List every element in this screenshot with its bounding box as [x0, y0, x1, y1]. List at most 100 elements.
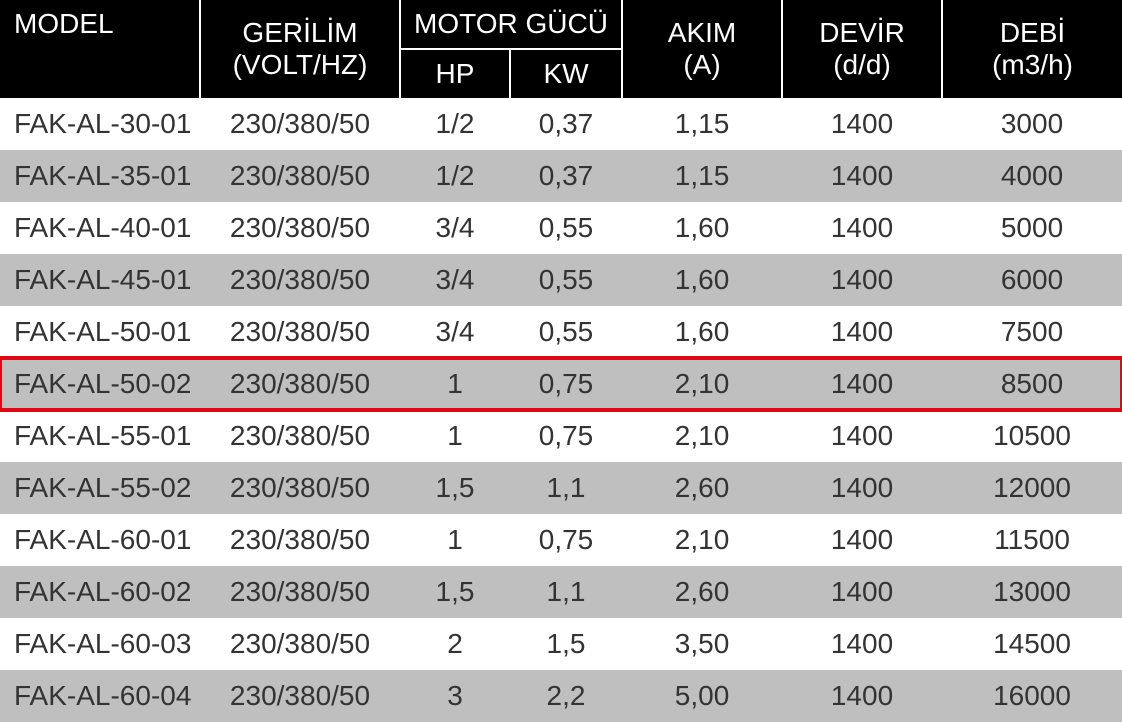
cell-devir: 1400 — [782, 618, 942, 670]
cell-model: FAK-AL-60-04 — [0, 670, 200, 722]
cell-voltage: 230/380/50 — [200, 254, 400, 306]
col-header-akim-top: AKIM — [668, 17, 736, 48]
cell-model: FAK-AL-60-03 — [0, 618, 200, 670]
col-header-hp: HP — [400, 49, 510, 98]
table-row: FAK-AL-35-01230/380/501/20,371,151400400… — [0, 150, 1122, 202]
col-header-devir-sub: (d/d) — [833, 49, 891, 80]
cell-model: FAK-AL-35-01 — [0, 150, 200, 202]
table-body: FAK-AL-30-01230/380/501/20,371,151400300… — [0, 98, 1122, 722]
cell-voltage: 230/380/50 — [200, 98, 400, 150]
cell-kw: 1,5 — [510, 618, 622, 670]
cell-kw: 1,1 — [510, 566, 622, 618]
cell-debi: 16000 — [942, 670, 1122, 722]
cell-hp: 2 — [400, 618, 510, 670]
table-row: FAK-AL-60-04230/380/5032,25,00140016000 — [0, 670, 1122, 722]
cell-model: FAK-AL-45-01 — [0, 254, 200, 306]
cell-akim: 2,10 — [622, 410, 782, 462]
cell-hp: 1 — [400, 358, 510, 410]
spec-table: MODEL GERİLİM (VOLT/HZ) MOTOR GÜCÜ AKIM … — [0, 0, 1122, 722]
cell-hp: 1/2 — [400, 150, 510, 202]
cell-hp: 3/4 — [400, 202, 510, 254]
table-row: FAK-AL-40-01230/380/503/40,551,601400500… — [0, 202, 1122, 254]
cell-devir: 1400 — [782, 98, 942, 150]
cell-kw: 0,75 — [510, 514, 622, 566]
cell-akim: 3,50 — [622, 618, 782, 670]
cell-debi: 3000 — [942, 98, 1122, 150]
cell-model: FAK-AL-60-01 — [0, 514, 200, 566]
table-row: FAK-AL-30-01230/380/501/20,371,151400300… — [0, 98, 1122, 150]
cell-debi: 12000 — [942, 462, 1122, 514]
cell-model: FAK-AL-40-01 — [0, 202, 200, 254]
cell-model: FAK-AL-30-01 — [0, 98, 200, 150]
cell-debi: 5000 — [942, 202, 1122, 254]
cell-debi: 10500 — [942, 410, 1122, 462]
table-row: FAK-AL-50-01230/380/503/40,551,601400750… — [0, 306, 1122, 358]
table-row: FAK-AL-45-01230/380/503/40,551,601400600… — [0, 254, 1122, 306]
cell-akim: 1,60 — [622, 254, 782, 306]
cell-devir: 1400 — [782, 514, 942, 566]
cell-kw: 0,55 — [510, 306, 622, 358]
cell-model: FAK-AL-55-01 — [0, 410, 200, 462]
col-header-voltage: GERİLİM (VOLT/HZ) — [200, 0, 400, 98]
cell-hp: 3/4 — [400, 306, 510, 358]
cell-voltage: 230/380/50 — [200, 202, 400, 254]
table-row: FAK-AL-60-02230/380/501,51,12,6014001300… — [0, 566, 1122, 618]
table-header: MODEL GERİLİM (VOLT/HZ) MOTOR GÜCÜ AKIM … — [0, 0, 1122, 98]
cell-kw: 2,2 — [510, 670, 622, 722]
cell-voltage: 230/380/50 — [200, 150, 400, 202]
cell-hp: 1,5 — [400, 462, 510, 514]
cell-devir: 1400 — [782, 202, 942, 254]
cell-debi: 6000 — [942, 254, 1122, 306]
cell-kw: 0,55 — [510, 254, 622, 306]
table-row: FAK-AL-50-02230/380/5010,752,1014008500 — [0, 358, 1122, 410]
cell-akim: 2,60 — [622, 462, 782, 514]
table-row: FAK-AL-60-03230/380/5021,53,50140014500 — [0, 618, 1122, 670]
cell-devir: 1400 — [782, 410, 942, 462]
cell-debi: 7500 — [942, 306, 1122, 358]
cell-akim: 5,00 — [622, 670, 782, 722]
cell-devir: 1400 — [782, 358, 942, 410]
cell-hp: 3/4 — [400, 254, 510, 306]
cell-kw: 0,37 — [510, 98, 622, 150]
cell-model: FAK-AL-55-02 — [0, 462, 200, 514]
cell-devir: 1400 — [782, 150, 942, 202]
cell-devir: 1400 — [782, 670, 942, 722]
cell-devir: 1400 — [782, 566, 942, 618]
cell-akim: 2,60 — [622, 566, 782, 618]
cell-debi: 8500 — [942, 358, 1122, 410]
cell-akim: 1,60 — [622, 306, 782, 358]
col-header-debi: DEBİ (m3/h) — [942, 0, 1122, 98]
col-header-akim-sub: (A) — [683, 49, 720, 80]
col-header-debi-sub: (m3/h) — [992, 49, 1073, 80]
cell-model: FAK-AL-50-02 — [0, 358, 200, 410]
cell-devir: 1400 — [782, 254, 942, 306]
cell-model: FAK-AL-60-02 — [0, 566, 200, 618]
cell-kw: 0,75 — [510, 410, 622, 462]
cell-debi: 14500 — [942, 618, 1122, 670]
cell-voltage: 230/380/50 — [200, 514, 400, 566]
table-row: FAK-AL-55-02230/380/501,51,12,6014001200… — [0, 462, 1122, 514]
col-header-voltage-sub: (VOLT/HZ) — [233, 49, 368, 80]
cell-voltage: 230/380/50 — [200, 462, 400, 514]
cell-voltage: 230/380/50 — [200, 306, 400, 358]
cell-debi: 4000 — [942, 150, 1122, 202]
cell-akim: 2,10 — [622, 514, 782, 566]
cell-kw: 0,55 — [510, 202, 622, 254]
table-row: FAK-AL-60-01230/380/5010,752,10140011500 — [0, 514, 1122, 566]
col-header-devir-top: DEVİR — [819, 17, 905, 48]
cell-voltage: 230/380/50 — [200, 618, 400, 670]
cell-debi: 11500 — [942, 514, 1122, 566]
cell-hp: 1/2 — [400, 98, 510, 150]
cell-kw: 0,75 — [510, 358, 622, 410]
cell-voltage: 230/380/50 — [200, 410, 400, 462]
cell-model: FAK-AL-50-01 — [0, 306, 200, 358]
cell-voltage: 230/380/50 — [200, 358, 400, 410]
col-header-motor-gucu: MOTOR GÜCÜ — [400, 0, 622, 49]
cell-akim: 2,10 — [622, 358, 782, 410]
cell-akim: 1,60 — [622, 202, 782, 254]
cell-voltage: 230/380/50 — [200, 670, 400, 722]
cell-hp: 1 — [400, 410, 510, 462]
cell-akim: 1,15 — [622, 150, 782, 202]
cell-devir: 1400 — [782, 462, 942, 514]
cell-devir: 1400 — [782, 306, 942, 358]
